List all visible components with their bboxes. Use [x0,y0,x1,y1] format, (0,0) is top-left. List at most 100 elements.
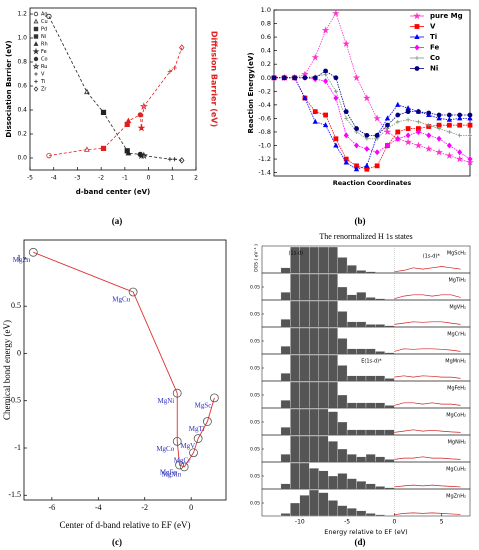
dos-bar [290,273,300,301]
marker [33,34,39,39]
panel-label: MgFeH₂ [447,386,466,392]
y-tick-label: -0.4 [258,101,271,109]
marker [84,88,90,95]
marker [415,56,419,60]
dos-bar [328,273,338,301]
legend-label: Zr [41,87,47,93]
dos-bar [328,475,338,490]
antibonding-curve [394,321,461,325]
plot-frame [23,239,227,501]
dos-bar [346,265,357,274]
x-tick-label: -2 [141,503,148,512]
y-tick-label: -1.2 [258,155,271,163]
x-tick-label: 0 [189,503,193,512]
dos-bar [309,246,319,274]
marker [383,128,392,136]
y-tick-label: 0.6 [17,83,27,90]
marker [100,109,107,115]
point-label: MgCr [174,456,191,464]
dos-bar [337,421,348,436]
dos-bar [337,365,348,382]
marker [32,47,40,55]
marker [466,158,474,166]
dos-bar [356,270,367,274]
marker [385,122,390,128]
marker [33,86,39,92]
marker [405,109,411,115]
panel-label: MgScH₂ [447,251,466,257]
dos-bar [299,300,310,328]
dos-bar [299,408,310,436]
marker [414,33,420,39]
x-axis-label: d-band center (eV) [76,188,151,196]
x-tick-label: -1 [122,175,128,182]
marker [33,11,39,17]
dos-bar [290,327,300,355]
y-tick-label: -1.4 [258,169,271,177]
panel-label: MgVH₂ [449,305,466,311]
marker [457,133,462,138]
legend-label: Cu [41,19,48,25]
marker [405,132,411,139]
marker [333,89,338,94]
dos-bar [356,481,367,490]
marker [414,44,420,51]
marker [323,68,328,74]
x-tick-label: 1 [170,175,174,182]
panel-label: MgCuH₂ [446,467,466,473]
marker [179,44,185,51]
marker [312,118,318,124]
y-tick-label: 0.0 [261,74,271,82]
dos-bar [318,273,329,301]
marker [467,156,473,163]
dos-bar [365,375,376,382]
point-label: MgFe [160,469,177,477]
legend-label: Ni [430,65,438,73]
marker [384,115,391,121]
x-tick-label: -6 [49,503,56,512]
point [203,417,212,426]
dos-bar [309,327,319,355]
y-axis-label: Chemical bond energy (eV) [2,320,12,420]
dos-bar [346,402,357,409]
marker [374,163,380,169]
dos-bar [309,489,319,517]
dos-bar [365,513,376,517]
marker [374,132,380,138]
marker [425,145,433,153]
marker [445,151,454,159]
marker [343,159,349,165]
annotation: (1s-d) [288,251,303,257]
x-tick-label: -3 [74,175,80,182]
point [172,436,182,446]
x-tick-label: 5 [440,519,444,526]
dos-bar [365,297,376,301]
marker [447,129,452,134]
y-tick-label: -1.0 [258,142,271,150]
dos-bar [280,454,291,463]
marker [172,65,177,71]
point-label: MgCu [112,296,130,304]
marker [395,119,400,124]
point-label: MgTi [189,425,205,433]
antibonding-curve [394,294,461,300]
marker [311,53,319,61]
dos-bar [337,473,348,490]
marker [352,73,361,81]
dos-bar [384,429,395,436]
marker [457,149,463,156]
y-tick-label: 0.8 [17,59,27,66]
dos-bar [384,405,395,409]
point [175,460,184,470]
dos-bar [375,324,386,328]
marker [436,112,442,118]
caption: (d) [355,537,366,547]
dos-bar [328,441,338,463]
marker [354,126,359,131]
dos-bar [309,300,319,328]
dos-bar [280,373,291,382]
dos-bar [318,492,329,517]
marker [333,136,339,142]
dos-bar [309,435,319,463]
legend-label: Rh [41,42,48,48]
